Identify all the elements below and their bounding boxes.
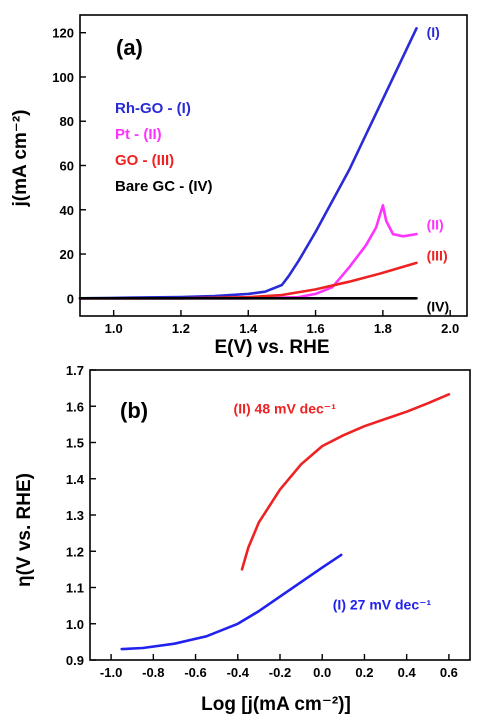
panel-a-ticks: 1.0 1.2 1.4 1.6 1.8 2.0 0 20 40 60 80 100 120 <box>52 26 459 336</box>
y-tick-label: 0.9 <box>66 653 84 668</box>
panel-b-x-axis-label: Log [j(mA cm⁻²)] <box>201 694 351 715</box>
panel-a-frame <box>79 14 468 317</box>
panel-b-ticks: -1.0 -0.8 -0.6 -0.4 -0.2 0.0 0.2 0.4 0.6 0.9 1.0 1.… <box>66 363 458 680</box>
x-tick-label: 1.0 <box>105 321 123 336</box>
series-line-2 <box>78 204 418 300</box>
annotation-label: (I) <box>427 24 440 40</box>
y-tick-label: 1.2 <box>66 544 84 559</box>
panel-b-plot <box>120 392 451 651</box>
panel-a-plot <box>78 26 418 300</box>
y-tick-label: 20 <box>60 247 74 262</box>
panel-b-y-axis-label: η(V vs. RHE) <box>14 473 35 587</box>
y-tick-label: 0 <box>67 291 74 306</box>
y-tick-label: 1.5 <box>66 436 84 451</box>
panel-a-y-axis-label: j(mA cm⁻²) <box>10 110 31 208</box>
panel-b-label: (b) <box>120 398 148 423</box>
panel-a: 1.0 1.2 1.4 1.6 1.8 2.0 0 20 40 60 80 100 120 (a) Rh… <box>10 14 468 358</box>
annotation-label: (IV) <box>427 299 450 315</box>
annotation-label: (II) <box>427 217 444 233</box>
x-tick-label: 0.4 <box>398 665 417 680</box>
x-tick-label: -0.2 <box>269 665 291 680</box>
y-tick-label: 120 <box>52 26 74 41</box>
x-tick-label: 1.8 <box>374 321 392 336</box>
legend-entry-go: GO - (III) <box>115 152 174 169</box>
x-tick-label: 1.6 <box>307 321 325 336</box>
x-tick-label: 1.2 <box>172 321 190 336</box>
annotation-label: (III) <box>427 248 448 264</box>
x-tick-label: -1.0 <box>100 665 122 680</box>
panel-a-annotations: (I) (II) (III) (IV) <box>427 24 450 314</box>
panel-a-legend: Rh-GO - (I) Pt - (II) GO - (III) Bare GC… <box>115 100 213 195</box>
series-line-1 <box>120 553 343 651</box>
y-tick-label: 100 <box>52 70 74 85</box>
y-tick-label: 1.6 <box>66 399 84 414</box>
annotation-label: (II) 48 mV dec⁻¹ <box>234 401 337 417</box>
x-tick-label: 0.2 <box>355 665 373 680</box>
panel-b-frame <box>89 369 471 661</box>
x-tick-label: 0.0 <box>313 665 331 680</box>
legend-entry-pt: Pt - (II) <box>115 126 162 143</box>
y-tick-label: 1.3 <box>66 508 84 523</box>
y-tick-label: 40 <box>60 203 74 218</box>
x-tick-label: -0.8 <box>142 665 164 680</box>
y-tick-label: 80 <box>60 114 74 129</box>
annotation-label: (I) 27 mV dec⁻¹ <box>333 596 432 612</box>
panel-b: -1.0 -0.8 -0.6 -0.4 -0.2 0.0 0.2 0.4 0.6 0.9 1.0 1.… <box>14 363 471 715</box>
x-tick-label: -0.4 <box>227 665 250 680</box>
legend-entry-bare-gc: Bare GC - (IV) <box>115 178 213 195</box>
y-tick-label: 1.0 <box>66 617 84 632</box>
panel-a-x-axis-label: E(V) vs. RHE <box>214 337 329 358</box>
legend-entry-rh-go: Rh-GO - (I) <box>115 100 191 117</box>
panel-a-label: (a) <box>116 35 143 60</box>
y-tick-label: 1.7 <box>66 363 84 378</box>
y-tick-label: 1.1 <box>66 581 84 596</box>
y-tick-label: 60 <box>60 159 74 174</box>
x-tick-label: 0.6 <box>440 665 458 680</box>
x-tick-label: 2.0 <box>441 321 459 336</box>
series-line-2 <box>240 392 451 571</box>
x-tick-label: -0.6 <box>184 665 206 680</box>
x-tick-label: 1.4 <box>239 321 258 336</box>
y-tick-label: 1.4 <box>66 472 85 487</box>
panel-b-annotations: (II) 48 mV dec⁻¹ (I) 27 mV dec⁻¹ <box>234 401 432 613</box>
